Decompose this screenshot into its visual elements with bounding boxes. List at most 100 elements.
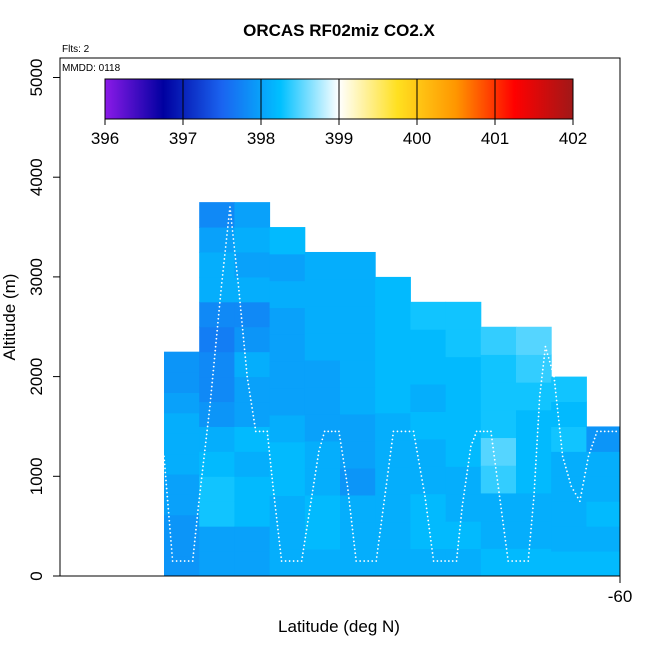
heatmap-cell bbox=[199, 526, 235, 552]
flight-track-point bbox=[268, 450, 271, 452]
flight-track-point bbox=[388, 458, 391, 461]
flight-track-point bbox=[404, 430, 407, 433]
flight-track-point bbox=[206, 425, 209, 428]
heatmap-cell bbox=[199, 451, 235, 477]
flight-track-point bbox=[455, 560, 458, 562]
flight-track-point bbox=[539, 391, 542, 394]
flight-track-point bbox=[338, 430, 340, 433]
heatmap-cell bbox=[304, 278, 341, 307]
heatmap-cell bbox=[445, 356, 482, 385]
heatmap-cell bbox=[480, 548, 517, 576]
flight-track-point bbox=[469, 445, 472, 448]
flight-track-point bbox=[235, 262, 237, 264]
flights-label: Flts: 2 bbox=[62, 44, 90, 55]
flight-track-point bbox=[505, 543, 507, 546]
flight-track-point bbox=[457, 540, 460, 543]
flight-track-point bbox=[167, 507, 170, 510]
heatmap-cell bbox=[480, 520, 517, 549]
flight-track-point bbox=[350, 520, 353, 523]
flight-track-point bbox=[210, 389, 213, 392]
flight-track-point bbox=[344, 469, 346, 472]
flight-track-point bbox=[456, 552, 459, 555]
flight-track-point bbox=[422, 487, 425, 490]
heatmap-cell bbox=[199, 251, 235, 278]
flight-track-point bbox=[192, 556, 194, 559]
flight-track-point bbox=[543, 353, 546, 356]
flight-track-point bbox=[301, 552, 304, 555]
flight-track-point bbox=[469, 449, 472, 452]
flight-track-point bbox=[342, 457, 345, 460]
flight-track-point bbox=[347, 493, 350, 496]
heatmap-cell bbox=[164, 514, 200, 536]
heatmap-cell bbox=[586, 476, 620, 502]
flight-track-point bbox=[386, 475, 389, 477]
flight-track-point bbox=[313, 481, 315, 484]
flight-track-point bbox=[381, 515, 384, 518]
heatmap-cell bbox=[234, 551, 271, 576]
heatmap-cell bbox=[551, 451, 587, 477]
flight-track-point bbox=[223, 254, 226, 256]
flight-track-point bbox=[376, 547, 379, 550]
flight-track-point bbox=[538, 407, 540, 410]
flight-track-point bbox=[262, 430, 265, 433]
flight-track-point bbox=[378, 539, 380, 542]
heatmap-cell bbox=[304, 467, 341, 496]
flight-track-point bbox=[515, 560, 518, 562]
heatmap-cell bbox=[340, 548, 376, 576]
heatmap-cell bbox=[551, 526, 587, 552]
heatmap-cell bbox=[269, 361, 306, 389]
flight-track-point bbox=[277, 528, 279, 531]
flight-track-point bbox=[277, 536, 280, 539]
flight-track-point bbox=[561, 455, 564, 458]
flight-track-point bbox=[430, 543, 433, 546]
flight-track-point bbox=[252, 414, 255, 417]
flight-track-point bbox=[344, 473, 347, 476]
flight-track-point bbox=[202, 461, 205, 464]
flight-track-point bbox=[523, 560, 526, 562]
heatmap-cell bbox=[234, 326, 271, 353]
flight-track-point bbox=[423, 491, 426, 494]
flight-track-point bbox=[274, 505, 277, 507]
flight-track-point bbox=[195, 524, 198, 527]
flight-track-point bbox=[557, 419, 560, 422]
flight-track-point bbox=[418, 462, 421, 465]
flight-track-point bbox=[310, 497, 313, 500]
flight-track-point bbox=[275, 516, 278, 519]
flight-track-point bbox=[421, 483, 424, 485]
heatmap-cell bbox=[375, 521, 411, 550]
flight-track-point bbox=[213, 361, 215, 364]
flight-track-point bbox=[222, 266, 225, 268]
flight-track-point bbox=[248, 391, 251, 394]
flight-track-point bbox=[527, 560, 530, 562]
heatmap-cell bbox=[410, 548, 447, 576]
flight-track-point bbox=[465, 473, 468, 476]
heatmap-cell bbox=[164, 351, 200, 373]
flight-track-point bbox=[353, 544, 356, 547]
flight-track-point bbox=[533, 491, 536, 494]
flight-track-point bbox=[541, 372, 544, 375]
flight-track-point bbox=[244, 360, 247, 362]
flight-track-point bbox=[347, 489, 349, 492]
flight-track-point bbox=[553, 383, 556, 386]
flight-track-point bbox=[550, 368, 553, 371]
flight-track-point bbox=[215, 341, 217, 344]
flight-track-point bbox=[536, 431, 539, 434]
flight-track-point bbox=[346, 485, 349, 488]
flight-track-point bbox=[201, 473, 203, 476]
chart-title: ORCAS RF02miz CO2.X bbox=[243, 21, 435, 40]
flight-track-point bbox=[533, 487, 536, 490]
flight-track-point bbox=[388, 462, 391, 465]
heatmap-cell bbox=[234, 376, 271, 403]
flight-track-point bbox=[222, 270, 224, 272]
flight-track-point bbox=[444, 560, 446, 562]
flight-track-point bbox=[199, 485, 202, 488]
flight-track-point bbox=[468, 457, 471, 460]
flight-track-point bbox=[171, 560, 174, 562]
flight-track-point bbox=[494, 462, 497, 465]
flight-track-point bbox=[279, 548, 282, 551]
flight-track-point bbox=[163, 463, 166, 466]
flight-track-point bbox=[506, 552, 508, 554]
heatmap-cell bbox=[234, 301, 271, 328]
flight-track-point bbox=[239, 309, 242, 312]
flight-track-point bbox=[574, 492, 577, 495]
